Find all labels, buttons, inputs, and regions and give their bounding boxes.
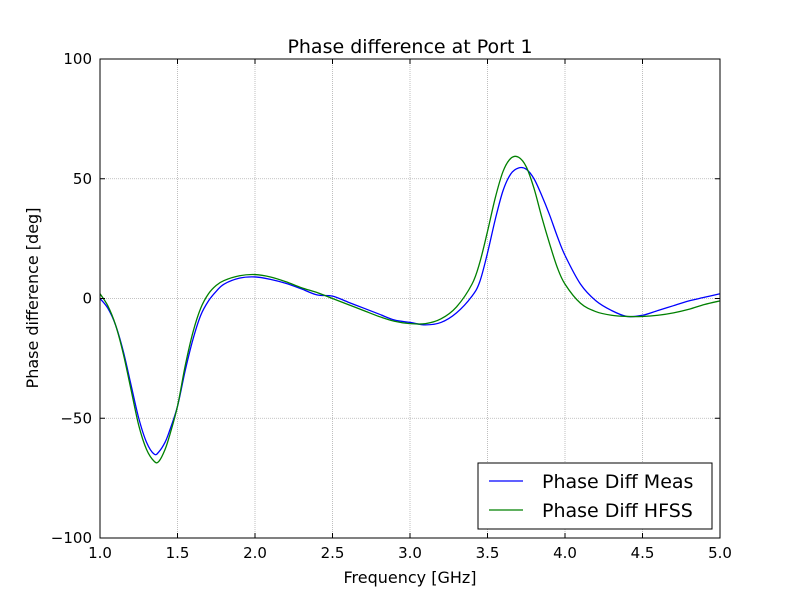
x-tick-label: 4.5 — [631, 544, 655, 562]
x-tick-label: 1.5 — [166, 544, 190, 562]
chart-title: Phase difference at Port 1 — [287, 36, 532, 58]
series-lines — [99, 155, 721, 464]
y-axis-label: Phase difference [deg] — [23, 208, 42, 389]
y-tick-label: −100 — [51, 529, 92, 547]
y-tick-label: 0 — [82, 290, 92, 308]
series-line-hfss — [99, 155, 721, 464]
y-tick-label: −50 — [60, 409, 92, 427]
x-axis-label: Frequency [GHz] — [343, 568, 476, 587]
x-tick-label: 5.0 — [708, 544, 732, 562]
series-line-meas — [99, 166, 721, 456]
x-tick-label: 2.0 — [243, 544, 267, 562]
legend-label-hfss: Phase Diff HFSS — [542, 500, 693, 522]
grid — [100, 59, 720, 538]
x-tick-label: 1.0 — [88, 544, 112, 562]
x-tick-label: 2.5 — [321, 544, 345, 562]
x-tick-label: 4.0 — [553, 544, 577, 562]
legend-label-meas: Phase Diff Meas — [542, 471, 693, 493]
legend: Phase Diff Meas Phase Diff HFSS — [477, 462, 713, 530]
x-tick-label: 3.5 — [476, 544, 500, 562]
x-tick-label: 3.0 — [398, 544, 422, 562]
y-tick-label: 100 — [63, 50, 92, 68]
ticks: 1.0 1.5 2.0 2.5 3.0 3.5 4.0 4.5 5.0 100 50 0 −50 −100 — [51, 50, 732, 562]
legend-box — [477, 462, 713, 530]
y-tick-label: 50 — [73, 170, 92, 188]
